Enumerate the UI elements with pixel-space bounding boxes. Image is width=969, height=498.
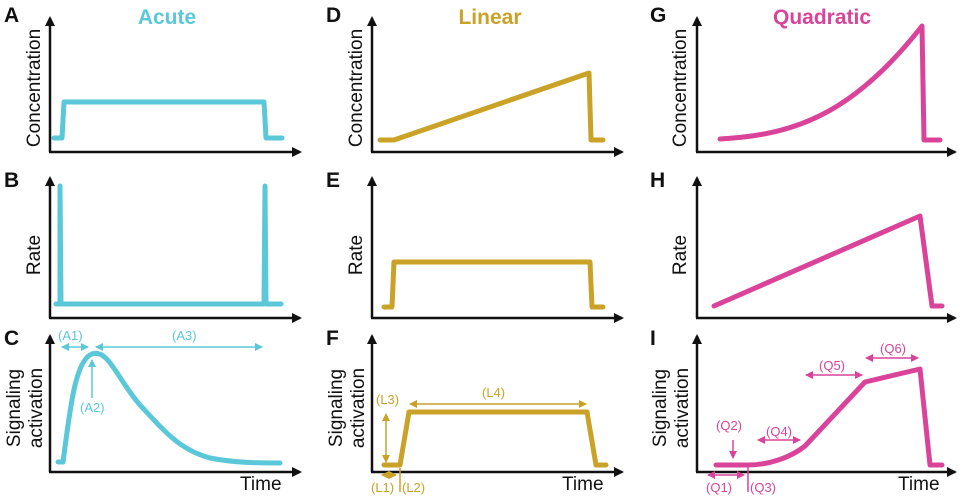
ylabel-signaling-f-1: Signaling — [326, 369, 347, 447]
label-l1: (L1) — [371, 480, 394, 495]
panel-letter-d: D — [326, 4, 341, 27]
curve-signaling-acute — [55, 350, 283, 466]
xlabel-time-f: Time — [562, 474, 604, 495]
axes-b — [45, 176, 302, 323]
label-q1: (Q1) — [706, 480, 732, 495]
annotations-acute: (A1) (A3) (A2) — [58, 328, 263, 415]
label-a2: (A2) — [80, 400, 105, 415]
label-a1: (A1) — [58, 328, 83, 343]
ylabel-signaling-c-2: activation — [26, 368, 47, 448]
label-l2: (L2) — [402, 480, 425, 495]
curve-rate-acute — [53, 183, 284, 307]
curve-concentration-quadratic — [717, 23, 943, 143]
curve-concentration-linear — [377, 70, 606, 143]
curve-signaling-quadratic — [713, 366, 945, 468]
panel-letter-e: E — [326, 169, 340, 192]
panel-letter-i: I — [650, 327, 656, 350]
ylabel-signaling-i-2: activation — [672, 368, 693, 448]
ylabel-signaling-f-2: activation — [348, 368, 369, 448]
axes-i — [692, 334, 957, 477]
label-l4: (L4) — [482, 385, 505, 400]
curve-rate-quadratic — [711, 213, 945, 309]
axes-h — [692, 176, 957, 323]
panel-letter-c: C — [4, 327, 19, 350]
annotations-linear: (L3) (L4) (L1) (L2) — [371, 385, 587, 495]
label-q2: (Q2) — [716, 418, 742, 433]
label-l3: (L3) — [376, 392, 399, 407]
label-q3: (Q3) — [750, 480, 776, 495]
title-linear: Linear — [458, 6, 521, 29]
axes-c — [45, 334, 302, 477]
ylabel-rate-b: Rate — [24, 235, 45, 275]
panel-letter-g: G — [650, 4, 666, 27]
axes-a — [45, 16, 302, 157]
axes-d — [367, 16, 624, 157]
curve-signaling-linear — [381, 409, 609, 468]
panel-letter-b: B — [4, 169, 19, 192]
panel-letter-h: H — [650, 169, 665, 192]
axes-e — [367, 176, 624, 323]
ylabel-signaling-i-1: Signaling — [650, 369, 671, 447]
curve-rate-linear — [381, 259, 606, 310]
ylabel-concentration-d: Concentration — [346, 29, 367, 147]
annotations-quadratic: (Q2) (Q4) (Q5) (Q6) (Q1) (Q3) — [706, 341, 919, 495]
panel-letter-a: A — [4, 4, 19, 27]
panel-letter-f: F — [326, 327, 339, 350]
ylabel-concentration-a: Concentration — [24, 29, 45, 147]
ylabel-signaling-c-1: Signaling — [4, 369, 25, 447]
title-acute: Acute — [138, 6, 196, 29]
ylabel-rate-e: Rate — [346, 235, 367, 275]
xlabel-time-i: Time — [898, 474, 940, 495]
label-q6: (Q6) — [880, 341, 906, 356]
title-quadratic: Quadratic — [773, 6, 871, 29]
label-q4: (Q4) — [766, 424, 792, 439]
axes-g — [692, 16, 957, 157]
ylabel-rate-h: Rate — [670, 235, 691, 275]
label-q5: (Q5) — [819, 358, 845, 373]
xlabel-time-c: Time — [240, 474, 282, 495]
ylabel-concentration-g: Concentration — [670, 29, 691, 147]
label-a3: (A3) — [172, 328, 197, 343]
curve-concentration-acute — [51, 99, 285, 141]
axes-f — [367, 334, 624, 477]
